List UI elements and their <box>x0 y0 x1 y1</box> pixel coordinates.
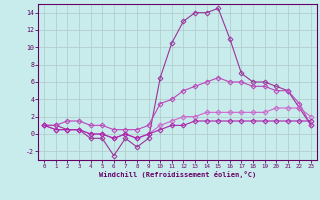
X-axis label: Windchill (Refroidissement éolien,°C): Windchill (Refroidissement éolien,°C) <box>99 171 256 178</box>
